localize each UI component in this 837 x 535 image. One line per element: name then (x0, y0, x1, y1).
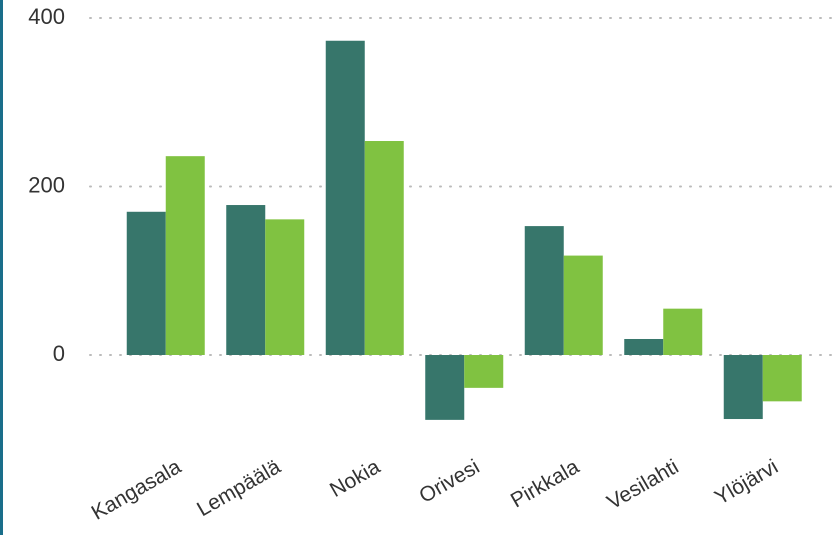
bar (464, 355, 504, 388)
bar (723, 355, 763, 420)
x-tick-label: Lempäälä (193, 455, 285, 521)
x-tick-label: Vesilahti (603, 455, 682, 514)
y-tick-label: 400 (28, 4, 65, 29)
x-tick-label: Ylöjärvi (711, 455, 782, 509)
x-tick-label: Nokia (326, 455, 384, 502)
bar (364, 141, 404, 355)
bar (226, 205, 266, 355)
y-tick-label: 0 (53, 341, 65, 366)
bar (663, 308, 703, 355)
left-border (0, 0, 3, 535)
bar (524, 226, 564, 355)
x-tick-label: Pirkkala (507, 455, 583, 512)
bar (126, 211, 166, 355)
bar (265, 219, 305, 355)
bar (624, 338, 664, 355)
x-tick-label: Orivesi (415, 455, 483, 508)
bar (165, 156, 205, 355)
bar (563, 255, 603, 355)
bar (762, 355, 802, 402)
bar (325, 40, 365, 356)
bar (425, 355, 465, 420)
x-tick-label: Kangasala (88, 455, 186, 525)
y-tick-label: 200 (28, 172, 65, 197)
